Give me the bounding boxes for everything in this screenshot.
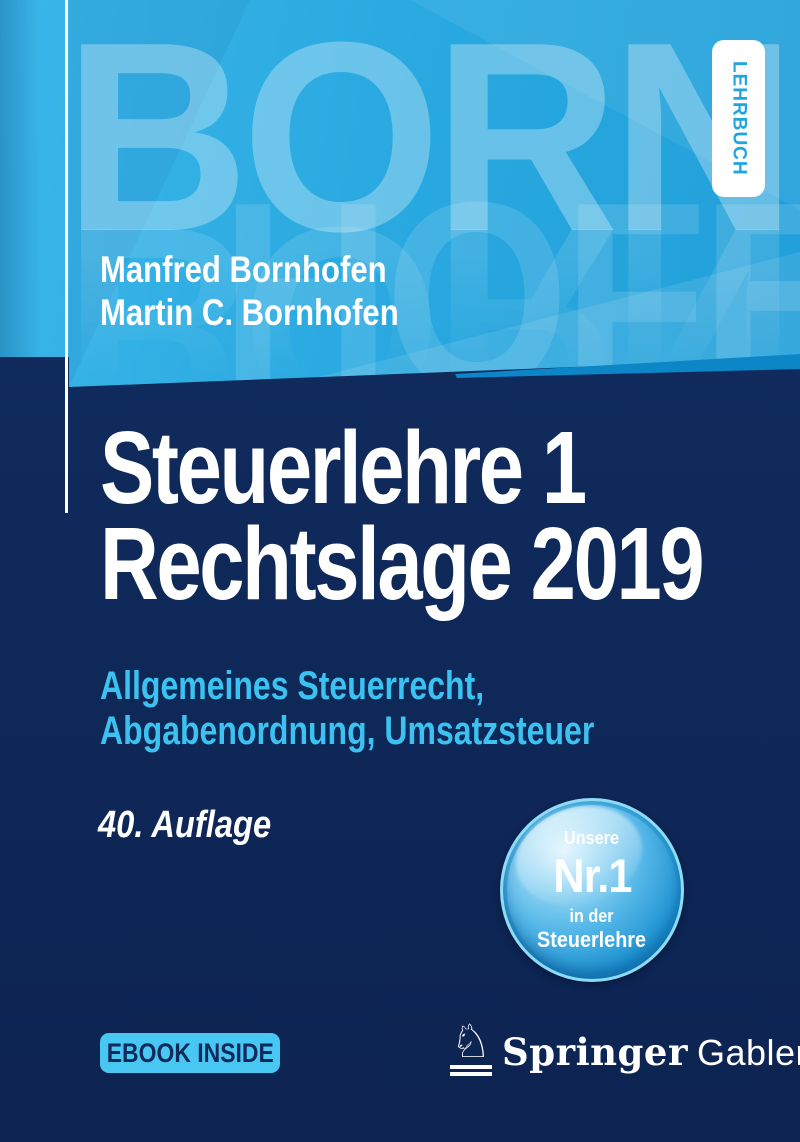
watermark-text-row2: HOFEN <box>220 147 800 448</box>
author-line-2: Martin C. Bornhofen <box>100 292 399 333</box>
spine-shade <box>0 0 66 357</box>
publisher-wordmark: Springer Gabler <box>502 1030 800 1074</box>
publisher-name-springer: Springer <box>502 1030 688 1074</box>
knight-glyph: ♘ <box>450 1015 492 1067</box>
series-badge-lehrbuch: LEHRBUCH <box>712 40 765 197</box>
divider-line <box>65 0 68 513</box>
watermark-text-row1: BORN <box>64 0 796 288</box>
publisher-name-gabler: Gabler <box>696 1032 800 1073</box>
roundel-line-nr1: Nr.1 <box>552 849 632 902</box>
ebook-inside-label: EBOOK INSIDE <box>106 1037 274 1068</box>
roundel-line-in-der: in der <box>569 906 615 926</box>
springer-horse-icon: ♘ <box>446 1018 496 1076</box>
edition-text: 40. Auflage <box>98 804 299 847</box>
roundel-line-steuerlehre: Steuerlehre <box>537 927 647 952</box>
book-subtitle-line-2: Abgabenordnung, Umsatzsteuer <box>100 709 595 753</box>
roundel-line-unsere: Unsere <box>564 828 620 848</box>
author-block: Manfred Bornhofen Martin C. Bornhofen <box>100 248 456 334</box>
nr1-roundel-badge: Unsere Nr.1 in der Steuerlehre <box>500 792 684 982</box>
ebook-inside-badge: EBOOK INSIDE <box>100 1033 280 1073</box>
book-subtitle: Allgemeines Steuerrecht, Abgabenordnung,… <box>100 664 718 754</box>
author-line-1: Manfred Bornhofen <box>100 249 387 290</box>
top-band: BORN BORN HOFEN <box>0 0 800 448</box>
book-title-line-2: Rechtslage 2019 <box>100 506 705 621</box>
book-title: Steuerlehre 1 Rechtslage 2019 <box>100 410 800 621</box>
edition-label: 40. Auflage <box>98 804 272 846</box>
series-badge-label: LEHRBUCH <box>728 61 750 176</box>
book-title-line-1: Steuerlehre 1 <box>100 410 587 525</box>
logo-underline-bar <box>450 1065 492 1069</box>
book-subtitle-line-1: Allgemeines Steuerrecht, <box>100 664 485 708</box>
logo-underline-bar <box>450 1072 492 1076</box>
